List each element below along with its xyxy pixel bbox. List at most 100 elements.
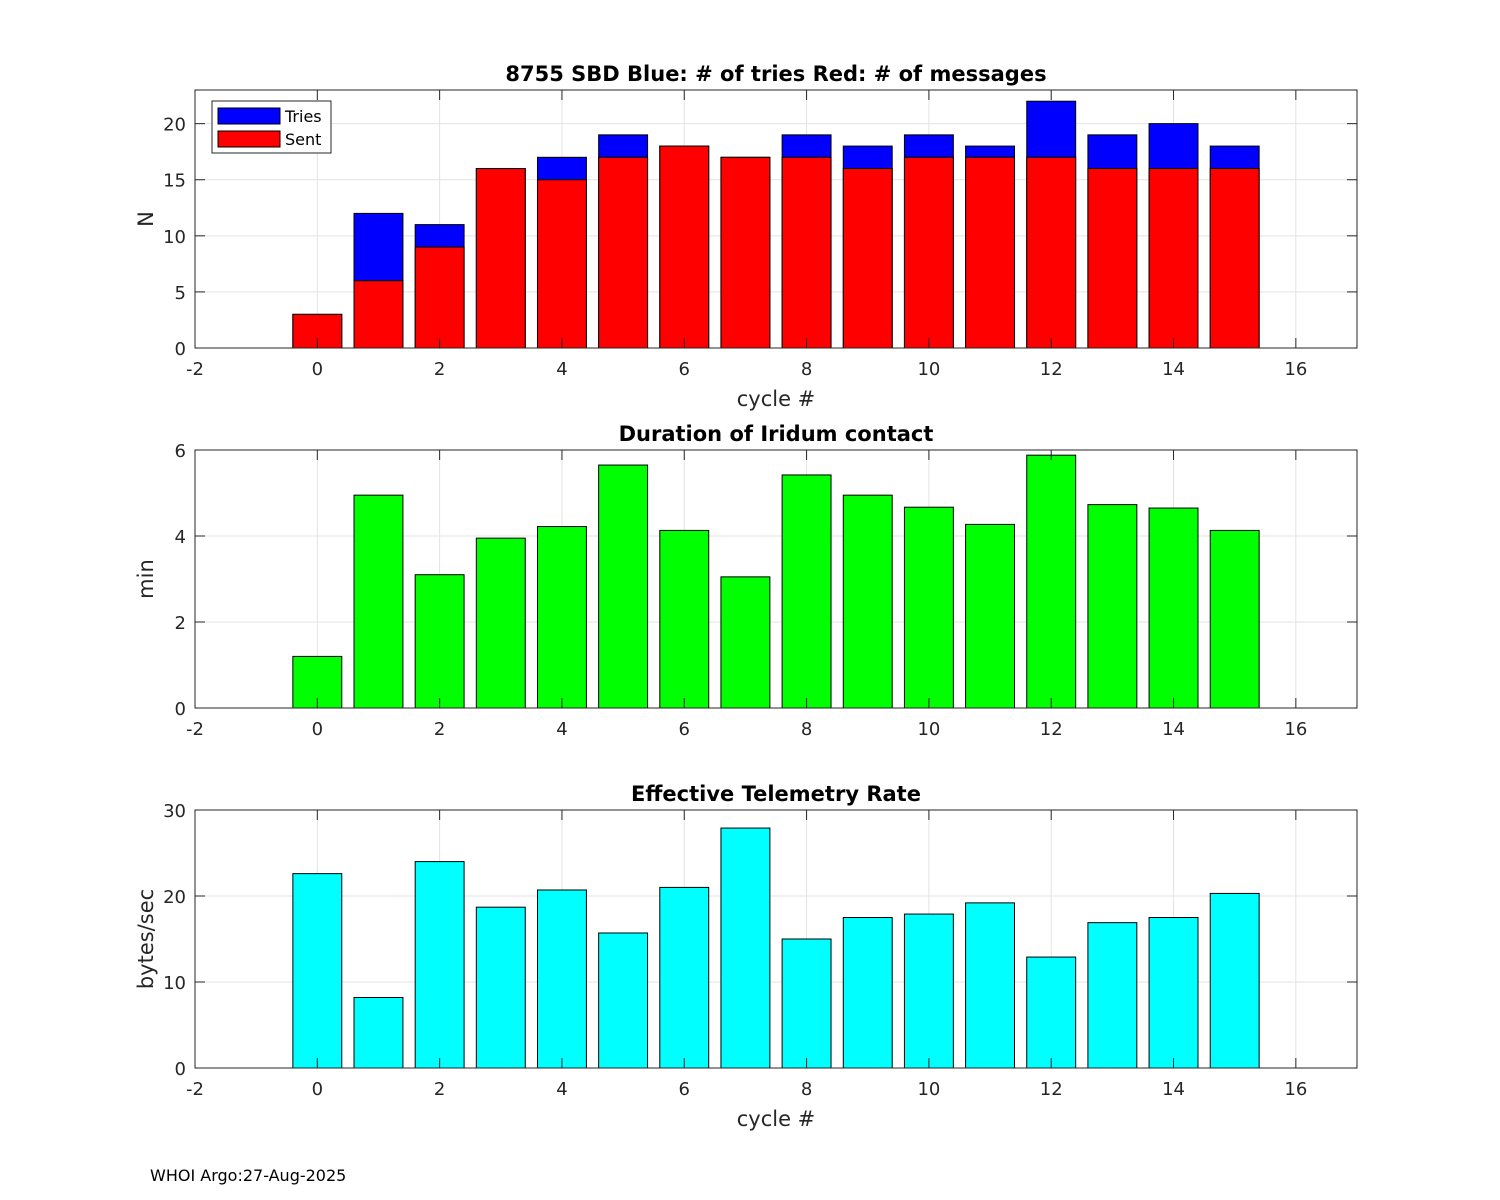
bar-sent-3 (475, 168, 526, 349)
bar-7 (720, 576, 771, 709)
bar-sent-15 (1209, 168, 1260, 349)
bar-sent-6 (659, 145, 710, 349)
x-tick-label: 8 (801, 359, 812, 380)
bar-4 (536, 526, 587, 709)
x-tick-label: 8 (801, 1079, 812, 1100)
footer-text: WHOI Argo:27-Aug-2025 (150, 1166, 347, 1185)
y-tick-label: 20 (163, 887, 186, 908)
legend-swatch-tries (217, 107, 281, 125)
bar-11 (965, 523, 1016, 709)
bar-sent-9 (842, 168, 893, 349)
bar-1 (353, 494, 404, 709)
x-tick-label: 16 (1284, 359, 1307, 380)
chart-title: Duration of Iridum contact (619, 422, 934, 446)
axes-box (194, 449, 1358, 709)
x-tick-label: 14 (1162, 1079, 1185, 1100)
legend-label-sent: Sent (285, 130, 321, 149)
y-tick-label: 30 (163, 801, 186, 822)
y-tick-label: 0 (175, 699, 186, 720)
bar-2 (414, 574, 465, 709)
y-tick-label: 4 (175, 527, 186, 548)
y-axis-label: bytes/sec (134, 889, 158, 989)
bar-10 (903, 506, 954, 709)
x-tick-label: 16 (1284, 1079, 1307, 1100)
x-tick-label: 4 (556, 719, 567, 740)
x-tick-label: 4 (556, 1079, 567, 1100)
bar-1 (353, 996, 404, 1069)
bar-2 (414, 861, 465, 1069)
x-tick-label: 0 (312, 719, 323, 740)
x-tick-label: 10 (917, 359, 940, 380)
bar-11 (965, 902, 1016, 1069)
bar-sent-2 (414, 246, 465, 349)
bar-3 (475, 906, 526, 1069)
x-tick-label: 14 (1162, 359, 1185, 380)
bar-9 (842, 494, 893, 709)
y-tick-label: 20 (163, 115, 186, 136)
legend-swatch-sent (217, 130, 281, 148)
x-tick-label: -2 (186, 719, 204, 740)
bar-6 (659, 529, 710, 709)
x-tick-label: 10 (917, 719, 940, 740)
x-tick-label: -2 (186, 359, 204, 380)
legend-label-tries: Tries (284, 107, 322, 126)
bar-10 (903, 913, 954, 1069)
bar-sent-8 (781, 156, 832, 349)
bar-3 (475, 537, 526, 709)
bar-13 (1087, 922, 1138, 1069)
x-axis-label: cycle # (737, 387, 816, 411)
y-axis-label: N (134, 211, 158, 227)
chart-title: 8755 SBD Blue: # of tries Red: # of mess… (505, 62, 1046, 86)
y-tick-label: 0 (175, 1059, 186, 1080)
y-tick-label: 10 (163, 227, 186, 248)
x-tick-label: 10 (917, 1079, 940, 1100)
bar-14 (1148, 507, 1199, 709)
bar-5 (598, 932, 649, 1069)
x-tick-label: 6 (679, 719, 690, 740)
chart-title: Effective Telemetry Rate (631, 782, 921, 806)
bar-sent-10 (903, 156, 954, 349)
bar-4 (536, 889, 587, 1069)
bar-15 (1209, 892, 1260, 1069)
bar-9 (842, 917, 893, 1069)
axes-box (194, 89, 1358, 349)
bar-sent-1 (353, 280, 404, 349)
bar-sent-7 (720, 156, 771, 349)
x-tick-label: -2 (186, 1079, 204, 1100)
bar-8 (781, 938, 832, 1069)
bar-0 (292, 873, 343, 1069)
x-tick-label: 14 (1162, 719, 1185, 740)
y-tick-label: 2 (175, 613, 186, 634)
y-tick-label: 5 (175, 283, 186, 304)
bar-12 (1026, 454, 1077, 709)
bar-sent-12 (1026, 156, 1077, 349)
x-axis-label: cycle # (737, 1107, 816, 1131)
x-tick-label: 6 (679, 1079, 690, 1100)
x-tick-label: 2 (434, 719, 445, 740)
x-tick-label: 2 (434, 359, 445, 380)
bar-8 (781, 474, 832, 709)
bar-6 (659, 886, 710, 1069)
axes-box (194, 809, 1358, 1069)
x-tick-label: 4 (556, 359, 567, 380)
bar-13 (1087, 504, 1138, 709)
x-tick-label: 2 (434, 1079, 445, 1100)
bar-sent-14 (1148, 168, 1199, 349)
bar-14 (1148, 917, 1199, 1069)
y-axis-label: min (134, 559, 158, 599)
x-tick-label: 16 (1284, 719, 1307, 740)
bar-7 (720, 827, 771, 1069)
y-tick-label: 15 (163, 171, 186, 192)
bar-sent-13 (1087, 168, 1138, 349)
bar-12 (1026, 956, 1077, 1069)
x-tick-label: 6 (679, 359, 690, 380)
bar-sent-11 (965, 156, 1016, 349)
x-tick-label: 8 (801, 719, 812, 740)
y-tick-label: 6 (175, 441, 186, 462)
x-tick-label: 12 (1040, 1079, 1063, 1100)
x-tick-label: 12 (1040, 719, 1063, 740)
bar-sent-5 (598, 156, 649, 349)
bar-5 (598, 464, 649, 709)
x-tick-label: 12 (1040, 359, 1063, 380)
